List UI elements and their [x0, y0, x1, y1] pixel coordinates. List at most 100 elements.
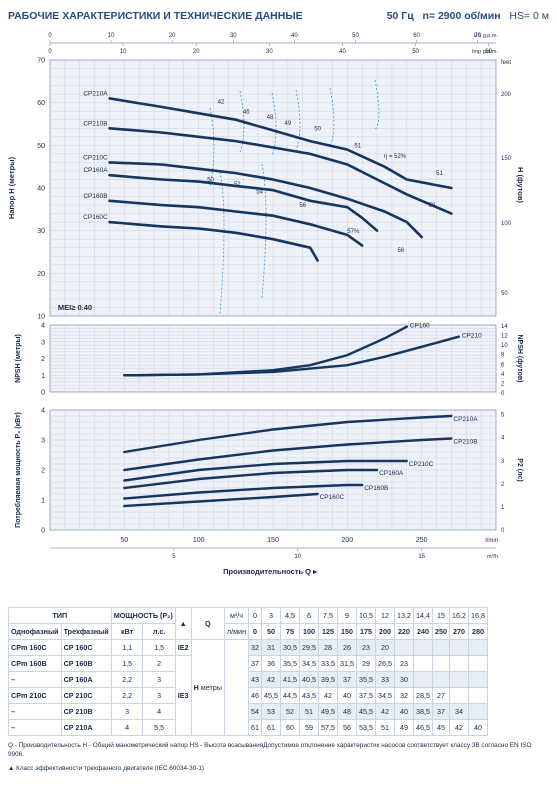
- head-value: 39,5: [318, 671, 339, 688]
- y-tick-label: 3: [41, 438, 45, 445]
- head-value: 30,5: [280, 639, 301, 656]
- power-hp: 1,5: [142, 639, 176, 656]
- npsh-curve-cp210: [123, 335, 460, 377]
- power-curve-cp160c: [123, 492, 319, 508]
- head-value: 28: [318, 639, 339, 656]
- head-value: 60: [280, 719, 301, 736]
- header: РАБОЧИЕ ХАРАКТЕРИСТИКИ И ТЕХНИЧЕСКИЕ ДАН…: [8, 6, 549, 26]
- power-curve-cp210b: [123, 437, 453, 472]
- power-label-cp160c: CP160C: [320, 494, 345, 501]
- y-axis-label-right: NPSH (футов): [516, 335, 523, 383]
- frequency-label: 50 Гц: [386, 10, 414, 22]
- table-row: CPm 210C CP 210C 2,2 3 46 45,5 44,5 43,5 42 40 37,…: [8, 687, 489, 704]
- top-axis-tick: 50: [352, 33, 359, 39]
- head-value: [432, 639, 451, 656]
- power-hp: 2: [142, 655, 176, 672]
- head-value: 26: [337, 639, 358, 656]
- head-value: 45,5: [356, 703, 377, 720]
- head-value: 48: [337, 703, 358, 720]
- hp-header: л.с.: [142, 623, 176, 640]
- x-axis-label: Производительность Q ▸: [223, 567, 318, 576]
- head-value: 49: [394, 719, 415, 736]
- head-value: 53: [261, 703, 282, 720]
- head-value: 43: [248, 671, 263, 688]
- head-value: 42: [261, 671, 282, 688]
- q-l-11: 270: [449, 623, 470, 640]
- y-axis-label-right: H (футов): [516, 167, 525, 203]
- table-row: – CP 210B 3 4 54 53 52 51 49,5 48 45,5 42 40 38,5 37 34: [8, 703, 489, 720]
- x-tick-label: 200: [341, 537, 353, 544]
- q-m3-0: 0: [248, 607, 263, 624]
- efficiency-label: 56: [398, 248, 405, 254]
- head-value: 59: [299, 719, 320, 736]
- top-axis-tick: 40: [291, 33, 298, 39]
- y-tick-label: 2: [41, 356, 45, 363]
- y-axis-label-right: P2 (лс): [516, 458, 523, 481]
- y-tick-label: 10: [37, 314, 45, 321]
- head-value: 29: [356, 655, 377, 672]
- q-l-7: 200: [375, 623, 396, 640]
- q-m3-12: 16,8: [468, 607, 489, 624]
- head-value: 51: [299, 703, 320, 720]
- q-m3-9: 14,4: [413, 607, 434, 624]
- q-m3-7: 12: [375, 607, 396, 624]
- q-m3-10: 15: [432, 607, 451, 624]
- head-value: 42: [449, 719, 470, 736]
- h-label: H метры: [190, 639, 225, 736]
- efficiency-label: 51: [436, 171, 443, 177]
- right-tick-label: 8: [501, 353, 505, 359]
- head-value: 32: [248, 639, 263, 656]
- head-value: 45,5: [261, 687, 282, 704]
- head-value: 44,5: [280, 687, 301, 704]
- model-three-phase: CP 210B: [60, 703, 112, 720]
- power-curve-cp210a: [123, 414, 453, 454]
- efficiency-iso-line: [374, 79, 380, 131]
- footnote-efficiency: ▲ Класс эффективности трехфазного двигат…: [8, 765, 205, 773]
- power-label-cp210a: CP210A: [453, 416, 478, 423]
- table-row: CPm 160C CP 160C 1,1 1,5 IE2 H метры 32 31 30,5 2…: [8, 639, 489, 736]
- y-tick-label: 40: [37, 186, 45, 193]
- head-value: 33: [375, 671, 396, 688]
- x-tick-label: 150: [267, 537, 279, 544]
- curve-label-cp160c: CP160C: [83, 214, 108, 221]
- head-value: 37: [432, 703, 451, 720]
- q-label: Q: [190, 607, 225, 640]
- head-value: 35,5: [356, 671, 377, 688]
- right-tick-label: 1: [501, 505, 505, 511]
- head-value: 52: [280, 703, 301, 720]
- top-axis-tick: 10: [120, 49, 127, 55]
- y-axis-label: NPSH (метры): [15, 334, 22, 383]
- x-tick-label: 100: [193, 537, 205, 544]
- y-tick-label: 0: [41, 390, 45, 397]
- power-curve-cp160b: [123, 483, 364, 500]
- model-single-phase: –: [8, 719, 62, 736]
- head-value: 23: [356, 639, 377, 656]
- q-unit-l: л/мин: [223, 623, 250, 640]
- right-tick-label: 100: [501, 221, 512, 227]
- top-axis-tick: 30: [230, 33, 237, 39]
- head-value: 43,5: [299, 687, 320, 704]
- efficiency-label: 50: [429, 203, 436, 209]
- right-tick-label: 12: [501, 334, 508, 340]
- power-label-cp210b: CP210B: [453, 439, 477, 446]
- efficiency-iso-line: [295, 89, 301, 151]
- head-value: 46: [248, 687, 263, 704]
- npsh-label-cp210: CP210: [462, 333, 482, 340]
- efficiency-iso-line: [261, 163, 267, 299]
- power-kw: 1,5: [110, 655, 144, 672]
- right-tick-label: 50: [501, 291, 508, 297]
- model-three-phase: CP 160A: [60, 671, 112, 688]
- head-value: 61: [248, 719, 263, 736]
- power-kw: 1,1: [110, 639, 144, 656]
- head-value: [413, 655, 434, 672]
- y-tick-label: 70: [37, 58, 45, 65]
- head-value: 35,5: [280, 655, 301, 672]
- power-label-cp210c: CP210C: [409, 461, 434, 468]
- q-m3-6: 10,5: [356, 607, 377, 624]
- q-m3-5: 9: [337, 607, 358, 624]
- curve-label-cp160b: CP160B: [83, 193, 107, 200]
- x-tick-label: 50: [120, 537, 128, 544]
- efficiency-label: 46: [243, 109, 250, 115]
- q-unit-m3: м³/ч: [223, 607, 250, 624]
- efficiency-iso-line: [219, 171, 225, 315]
